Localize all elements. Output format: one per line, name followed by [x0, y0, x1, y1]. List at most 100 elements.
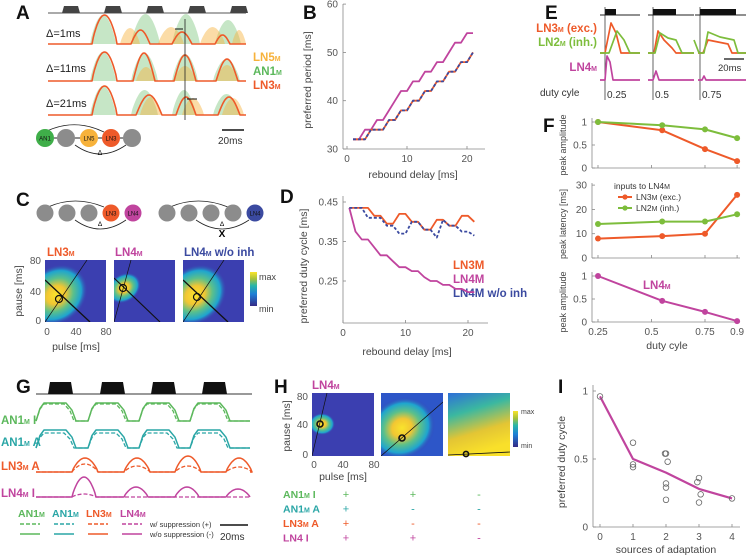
i-x-tick-label: 1 [630, 532, 636, 543]
optimum-marker [462, 450, 470, 458]
x-axis-label: pulse [ms] [319, 471, 367, 483]
adaptation-table: AN1M I + + -AN1M A + - -LN3M A + - -LN4 I + + - [283, 489, 481, 545]
b-x-axis-label: rebound delay [ms] [368, 169, 457, 181]
y-axis-label: pause [ms] [13, 265, 25, 316]
node-gray [180, 204, 198, 222]
i-data-point [596, 393, 604, 400]
i-data-point [728, 495, 736, 502]
ln5-response-fill [200, 27, 225, 44]
stimulus-pulse [605, 9, 616, 15]
f-data-point [595, 273, 601, 279]
x-tick: 0 [44, 327, 50, 338]
panel-label-g: G [16, 377, 31, 398]
delta-symbol: Δ [220, 221, 225, 228]
b-x-tick-label: 20 [461, 154, 473, 165]
f-data-point [659, 122, 666, 129]
stimulus-pulse [151, 382, 176, 394]
y-tick: 0 [35, 316, 41, 327]
d-y-tick-label: 0.35 [319, 237, 339, 248]
stimulus-pulse [700, 9, 736, 15]
i-data-point [662, 496, 670, 503]
row-label-part: M [304, 493, 310, 500]
row-label-part: A [309, 518, 320, 530]
ln3-trace [648, 30, 694, 54]
f-top-y-axis-label: peak amplitude [558, 114, 568, 175]
f-bottom-x-tick-label: 0.25 [588, 327, 608, 338]
node-gray [36, 204, 54, 222]
f-series-line [597, 121, 738, 163]
network-arrow [74, 144, 127, 155]
ln5-response-fill [158, 27, 184, 44]
i-data-point [695, 499, 703, 506]
i-data-point [695, 474, 703, 482]
network-arrow [74, 219, 127, 230]
f-data-point [659, 127, 666, 134]
f-bottom-y-tick-label: 0 [581, 318, 587, 329]
label-ln4: LN4M [569, 62, 597, 74]
stimulus-pulse [104, 6, 122, 13]
f-series-line [597, 121, 738, 140]
stimulus-pulse [202, 382, 227, 394]
table-sign: - [411, 518, 415, 530]
ln3-response-trace [48, 85, 246, 116]
table-sign: + [343, 489, 349, 501]
duty-value: 0.5 [655, 90, 669, 101]
an1-a-trace-dashed [35, 432, 250, 449]
b-series-line-1 [353, 51, 474, 141]
delta-symbol: Δ [98, 150, 103, 157]
f-series-line [597, 194, 738, 240]
ln3-a-trace-dashed [36, 463, 253, 473]
d-y-tick-label: 0.45 [319, 198, 339, 209]
f-mid-y-tick-label: 10 [576, 229, 588, 240]
node-gray [57, 129, 75, 147]
delta-label-11: Δ=11ms [46, 63, 86, 75]
table-row-label: LN3M A [283, 518, 319, 530]
f-data-point [734, 211, 741, 218]
duty-value: 0.75 [702, 90, 722, 101]
i-data-point [629, 461, 637, 468]
legend-ln5: LN5M [253, 52, 281, 64]
cross-mark: X [219, 229, 226, 240]
b-series-line-0 [353, 51, 474, 141]
i-mean-line [599, 395, 733, 500]
node-gray [58, 204, 76, 222]
b-y-axis-label: preferred period [ms] [302, 31, 314, 129]
an1-response-fill [90, 15, 116, 44]
f-mid-y-tick-label: 30 [576, 181, 588, 192]
panel-a: Δ=1ms Δ=11ms Δ=21ms LN5M AN1M LN3M 20ms … [36, 28, 282, 157]
colorbar-min: min [521, 443, 532, 450]
table-sign: - [411, 504, 415, 516]
i-x-tick-label: 3 [696, 532, 702, 543]
ln3-a-trace-solid [36, 455, 253, 473]
i-data-point [662, 480, 670, 487]
ln2-trace [600, 30, 640, 54]
heatmap-ln4 [114, 260, 175, 322]
legend-title: inputs to LN4M [614, 181, 670, 191]
ln3-trace [600, 22, 640, 54]
x-tick: 80 [368, 460, 380, 471]
f-data-point [595, 119, 601, 125]
f-bottom-y-tick-label: 0.5 [573, 295, 587, 306]
i-data-point [629, 439, 637, 446]
ln5-response-fill [136, 67, 156, 81]
table-sign: - [477, 504, 481, 516]
d-series-line-1 [348, 207, 475, 294]
table-row-label: AN1M I [283, 489, 316, 501]
network-arrow [195, 219, 250, 230]
row-label-part: LN4 [283, 533, 303, 545]
b-y-tick-label: 40 [327, 96, 339, 107]
an1-response-fill [172, 14, 200, 44]
b-x-tick-label: 0 [344, 154, 350, 165]
ln3-response-trace [48, 51, 246, 82]
panel-label-c: C [16, 190, 30, 211]
y-tick: 40 [30, 287, 42, 298]
heatmap-ln3 [45, 260, 106, 322]
f-top-y-tick-label: 0 [581, 164, 587, 175]
row-label-part: I [310, 489, 316, 501]
trace-label: LN4M I [1, 488, 35, 500]
d-y-tick-label: 0.25 [319, 277, 339, 288]
f-data-point [702, 218, 708, 225]
x-tick: 0 [311, 460, 317, 471]
ln2-trace [693, 31, 746, 54]
i-y-tick-label: 0 [582, 523, 588, 534]
